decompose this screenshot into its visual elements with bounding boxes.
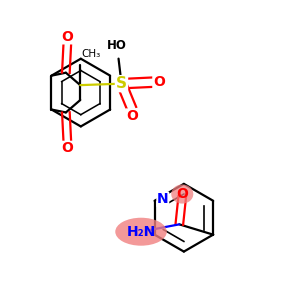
Text: O: O [61, 30, 73, 44]
Text: O: O [126, 109, 138, 123]
Text: O: O [153, 75, 165, 89]
Text: O: O [176, 187, 188, 201]
Text: CH₃: CH₃ [82, 49, 101, 59]
Ellipse shape [115, 218, 167, 246]
Text: N: N [157, 192, 169, 206]
Text: O: O [61, 141, 73, 155]
Text: H₂N: H₂N [126, 225, 156, 239]
Ellipse shape [171, 184, 193, 204]
Text: S: S [116, 76, 127, 91]
Text: HO: HO [107, 39, 127, 52]
